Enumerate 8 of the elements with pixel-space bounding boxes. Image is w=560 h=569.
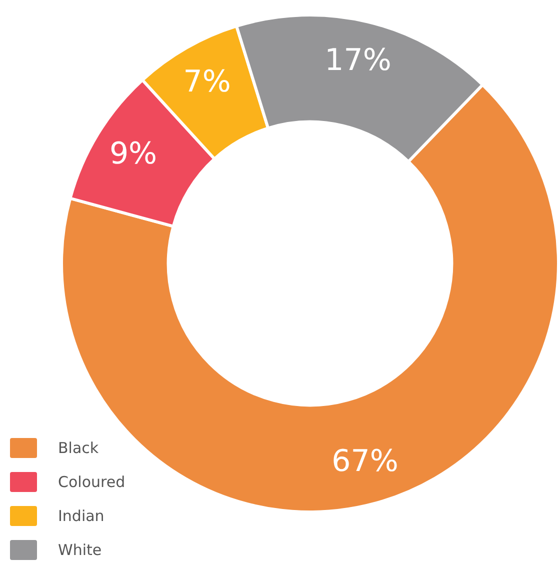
legend-label: Black — [58, 439, 99, 457]
data-label: 7% — [183, 64, 231, 100]
data-label: 67% — [332, 444, 398, 479]
legend-label: Coloured — [58, 473, 126, 491]
legend-label: Indian — [58, 507, 104, 525]
data-label: 9% — [109, 136, 158, 172]
legend-label: White — [58, 541, 102, 559]
data-label: 17% — [324, 42, 392, 78]
